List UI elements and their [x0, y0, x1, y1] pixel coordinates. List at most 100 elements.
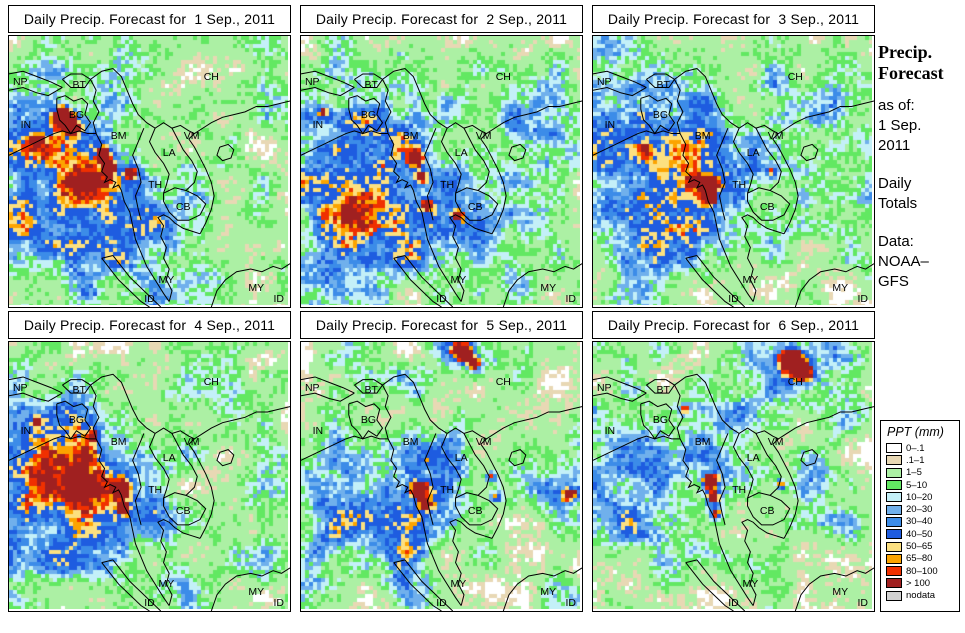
- legend-entry: 30–40: [886, 516, 955, 528]
- info-sidebar: Precip. Forecast as of: 1 Sep. 2011 Dail…: [878, 42, 964, 292]
- legend-label: 30–40: [906, 516, 933, 528]
- country-label-bm: BM: [402, 130, 419, 143]
- country-label-ch: CH: [203, 376, 219, 389]
- panel-title-2: Daily Precip. Forecast for 2 Sep., 2011: [300, 5, 583, 33]
- country-label-my: MY: [742, 578, 759, 591]
- legend-rows: 0–.1.1–1 1–5 5–10 10–20 20–30 30–40 40–50 50–65…: [886, 442, 955, 602]
- legend-swatch: [886, 467, 902, 478]
- country-label-id: ID: [436, 292, 447, 305]
- legend-label: 0–.1: [906, 442, 925, 454]
- country-label-id: ID: [273, 292, 285, 305]
- country-label-la: LA: [746, 146, 760, 159]
- country-label-bt: BT: [656, 78, 670, 91]
- country-label-np: NP: [304, 381, 320, 394]
- legend-entry: 0–.1: [886, 442, 955, 454]
- legend-entry: 65–80: [886, 553, 955, 565]
- country-label-la: LA: [746, 451, 760, 464]
- forecast-panel-4: Daily Precip. Forecast for 4 Sep., 2011 …: [8, 311, 291, 612]
- legend-label: 40–50: [906, 528, 933, 540]
- period-line1: Daily: [878, 175, 912, 192]
- country-label-np: NP: [304, 76, 320, 89]
- country-label-bm: BM: [402, 435, 419, 448]
- panel-title-5: Daily Precip. Forecast for 5 Sep., 2011: [300, 311, 583, 339]
- legend-entry: .1–1: [886, 454, 955, 466]
- precip-map-5: NP BT BG IN CH BM VM LA TH CB MY ID MY ID: [300, 341, 583, 612]
- country-label-my: MY: [450, 578, 467, 591]
- coastline-overlay: [593, 342, 874, 611]
- legend-swatch: [886, 553, 902, 564]
- country-label-in: IN: [20, 424, 32, 437]
- legend-swatch: [886, 504, 902, 515]
- legend-swatch: [886, 455, 902, 466]
- country-label-my: MY: [450, 273, 467, 286]
- precip-map-2: NP BT BG IN CH BM VM LA TH CB MY ID MY ID: [300, 35, 583, 308]
- country-label-bm: BM: [110, 435, 127, 448]
- country-label-my: MY: [248, 282, 265, 295]
- country-label-np: NP: [12, 76, 28, 89]
- legend-label: 1–5: [906, 467, 922, 479]
- country-label-th: TH: [732, 483, 747, 496]
- source-line2: GFS: [878, 273, 909, 290]
- precip-field-canvas: [9, 36, 288, 305]
- country-label-th: TH: [148, 483, 163, 496]
- legend-swatch: [886, 578, 902, 589]
- source-label: Data:: [878, 233, 914, 250]
- country-label-vm: VM: [183, 435, 200, 448]
- panel-title-4: Daily Precip. Forecast for 4 Sep., 2011: [8, 311, 291, 339]
- country-label-id: ID: [565, 596, 577, 609]
- legend-label: .1–1: [906, 454, 925, 466]
- forecast-panel-3: Daily Precip. Forecast for 3 Sep., 2011 …: [592, 5, 875, 308]
- country-label-id: ID: [144, 596, 155, 609]
- country-label-bg: BG: [652, 414, 669, 426]
- coastline-overlay: [9, 36, 290, 307]
- country-label-bg: BG: [652, 108, 669, 121]
- country-label-th: TH: [440, 179, 455, 192]
- country-label-my: MY: [158, 578, 175, 591]
- precip-field-canvas: [301, 36, 580, 305]
- legend-entry: 40–50: [886, 528, 955, 540]
- source-line1: NOAA–: [878, 253, 929, 270]
- legend-label: > 100: [906, 577, 931, 589]
- country-label-bt: BT: [364, 384, 378, 397]
- as-of-label: as of:: [878, 97, 915, 114]
- country-label-la: LA: [454, 146, 468, 159]
- coastline-overlay: [593, 36, 874, 307]
- legend-label: 5–10: [906, 479, 928, 491]
- country-label-id: ID: [565, 292, 577, 305]
- country-label-bm: BM: [110, 130, 127, 143]
- country-label-cb: CB: [759, 505, 775, 518]
- country-label-my: MY: [832, 586, 849, 599]
- country-label-ch: CH: [203, 70, 219, 83]
- legend-title: PPT (mm): [887, 425, 944, 439]
- forecast-panel-5: Daily Precip. Forecast for 5 Sep., 2011 …: [300, 311, 583, 612]
- legend-swatch: [886, 541, 902, 552]
- legend-swatch: [886, 590, 902, 601]
- period-line2: Totals: [878, 195, 918, 212]
- sidebar-title-line1: Precip.: [878, 42, 933, 62]
- forecast-panel-2: Daily Precip. Forecast for 2 Sep., 2011 …: [300, 5, 583, 308]
- country-label-id: ID: [857, 596, 869, 609]
- country-label-in: IN: [604, 119, 616, 132]
- legend-entry: 10–20: [886, 491, 955, 503]
- country-label-id: ID: [144, 292, 155, 305]
- country-label-in: IN: [20, 119, 32, 132]
- country-label-np: NP: [596, 381, 612, 394]
- country-label-bt: BT: [72, 384, 86, 397]
- coastline-overlay: [301, 36, 582, 307]
- legend-swatch: [886, 492, 902, 503]
- country-label-th: TH: [440, 483, 455, 496]
- legend-entry: nodata: [886, 590, 955, 602]
- legend-entry: 80–100: [886, 565, 955, 577]
- coastline-overlay: [301, 342, 582, 611]
- country-label-ch: CH: [495, 70, 511, 83]
- country-label-bt: BT: [364, 78, 378, 91]
- country-label-id: ID: [728, 292, 739, 305]
- country-label-la: LA: [162, 146, 176, 159]
- precip-map-3: NP BT BG IN CH BM VM LA TH CB MY ID MY ID: [592, 35, 875, 308]
- panel-title-6: Daily Precip. Forecast for 6 Sep., 2011: [592, 311, 875, 339]
- country-label-cb: CB: [467, 505, 483, 518]
- country-label-bg: BG: [68, 108, 85, 121]
- legend-swatch: [886, 566, 902, 577]
- legend-label: 50–65: [906, 541, 933, 553]
